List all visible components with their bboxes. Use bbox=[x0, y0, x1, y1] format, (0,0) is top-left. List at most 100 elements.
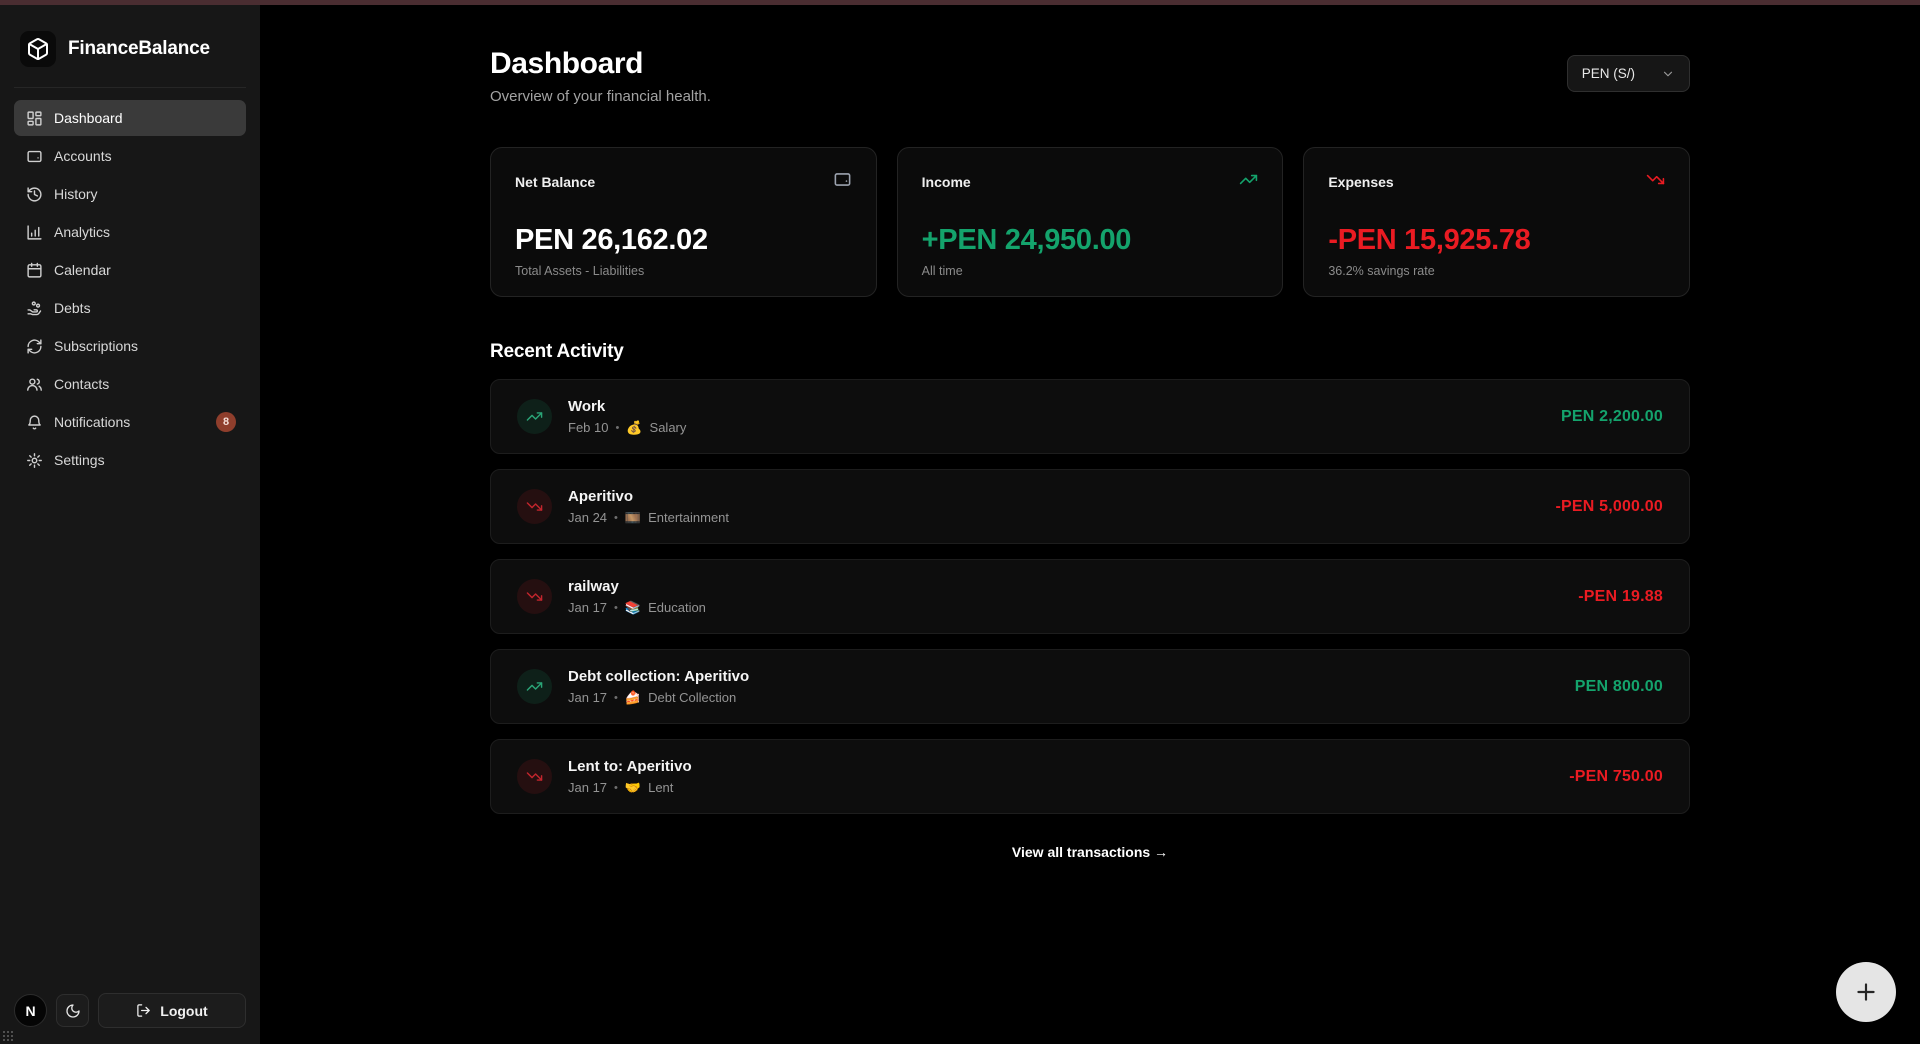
sidebar-item-calendar[interactable]: Calendar bbox=[14, 252, 246, 288]
transaction-row[interactable]: railway Jan 17 • 📚 Education -PEN 19.88 bbox=[490, 559, 1690, 634]
view-all-transactions-link[interactable]: View all transactions → bbox=[1011, 844, 1169, 860]
transaction-amount: -PEN 5,000.00 bbox=[1555, 497, 1663, 515]
transaction-amount: PEN 2,200.00 bbox=[1560, 407, 1663, 425]
notifications-badge: 8 bbox=[216, 412, 236, 432]
dashboard-icon bbox=[26, 110, 43, 127]
wallet-icon bbox=[833, 170, 852, 194]
logout-icon bbox=[136, 1003, 151, 1018]
trending-down-icon bbox=[517, 579, 552, 614]
transaction-amount: PEN 800.00 bbox=[1574, 677, 1663, 695]
history-icon bbox=[26, 186, 43, 203]
sidebar-item-label: Debts bbox=[54, 300, 91, 316]
sidebar-item-dashboard[interactable]: Dashboard bbox=[14, 100, 246, 136]
transaction-title: Lent to: Aperitivo bbox=[568, 757, 692, 775]
category-emoji-icon: 💰 bbox=[626, 419, 643, 435]
currency-selector[interactable]: PEN (S/) bbox=[1566, 55, 1690, 92]
category-emoji-icon: 🍰 bbox=[624, 689, 642, 705]
bell-icon bbox=[26, 414, 43, 431]
sidebar-item-label: Dashboard bbox=[54, 110, 123, 126]
transaction-category: Salary bbox=[649, 420, 687, 435]
transaction-title: Work bbox=[568, 397, 606, 415]
transaction-amount: -PEN 750.00 bbox=[1569, 767, 1663, 785]
sidebar-item-contacts[interactable]: Contacts bbox=[14, 366, 246, 402]
transaction-row[interactable]: Work Feb 10 • 💰 Salary PEN 2,200.00 bbox=[490, 379, 1690, 454]
transaction-date: Jan 17 bbox=[568, 780, 608, 795]
sidebar-item-label: Accounts bbox=[54, 148, 112, 164]
transaction-date: Jan 17 bbox=[568, 600, 608, 615]
category-emoji-icon: 🤝 bbox=[624, 779, 642, 795]
card-label: Expenses bbox=[1328, 174, 1394, 190]
transaction-meta: Jan 17 • 📚 Education bbox=[568, 600, 1562, 616]
avatar[interactable]: N bbox=[14, 994, 47, 1027]
income-card: Income +PEN 24,950.00 All time bbox=[896, 147, 1284, 297]
page-title: Dashboard bbox=[490, 47, 644, 80]
sidebar-item-debts[interactable]: Debts bbox=[14, 290, 246, 326]
page-subtitle: Overview of your financial health. bbox=[490, 88, 711, 105]
trending-down-icon bbox=[517, 489, 552, 524]
card-label: Net Balance bbox=[515, 174, 596, 190]
transaction-row[interactable]: Aperitivo Jan 24 • 🎞️ Entertainment -PEN… bbox=[490, 469, 1690, 544]
transaction-meta: Jan 17 • 🍰 Debt Collection bbox=[568, 690, 1559, 706]
trending-down-icon bbox=[517, 759, 552, 794]
users-icon bbox=[26, 376, 43, 393]
transaction-category: Lent bbox=[648, 780, 674, 795]
transaction-date: Jan 17 bbox=[568, 690, 608, 705]
sidebar-item-subscriptions[interactable]: Subscriptions bbox=[14, 328, 246, 364]
sidebar-item-label: History bbox=[54, 186, 98, 202]
sidebar-item-accounts[interactable]: Accounts bbox=[14, 138, 246, 174]
card-label: Income bbox=[921, 174, 971, 190]
transaction-amount: -PEN 19.88 bbox=[1578, 587, 1663, 605]
sidebar-item-notifications[interactable]: Notifications 8 bbox=[14, 404, 246, 440]
app-title: FinanceBalance bbox=[68, 38, 210, 59]
separator-dot: • bbox=[614, 691, 618, 704]
sidebar-item-label: Calendar bbox=[54, 262, 111, 278]
resize-grip[interactable] bbox=[3, 1031, 15, 1043]
transaction-meta: Jan 24 • 🎞️ Entertainment bbox=[568, 510, 1539, 526]
trending-up-icon bbox=[1239, 170, 1258, 194]
sidebar-nav: Dashboard Accounts History Analytics Cal… bbox=[14, 100, 246, 478]
trending-up-icon bbox=[517, 669, 552, 704]
net-balance-value: PEN 26,162.02 bbox=[515, 224, 708, 256]
category-emoji-icon: 🎞️ bbox=[624, 509, 642, 525]
expenses-value: -PEN 15,925.78 bbox=[1328, 224, 1531, 256]
top-accent-strip bbox=[0, 0, 1920, 5]
net-balance-card: Net Balance PEN 26,162.02 Total Assets -… bbox=[490, 147, 877, 297]
transaction-meta: Jan 17 • 🤝 Lent bbox=[568, 780, 1553, 796]
transaction-category: Education bbox=[648, 600, 706, 615]
sidebar-item-label: Subscriptions bbox=[54, 338, 139, 354]
transaction-title: railway bbox=[568, 577, 619, 595]
summary-cards: Net Balance PEN 26,162.02 Total Assets -… bbox=[490, 147, 1691, 297]
trending-down-icon bbox=[1646, 170, 1665, 194]
sidebar-item-label: Notifications bbox=[54, 414, 131, 430]
sidebar-item-settings[interactable]: Settings bbox=[14, 442, 246, 478]
hand-coins-icon bbox=[26, 300, 43, 317]
card-subtext: 36.2% savings rate bbox=[1328, 264, 1435, 278]
card-subtext: All time bbox=[921, 264, 963, 278]
sidebar-item-label: Analytics bbox=[54, 224, 111, 240]
income-value: +PEN 24,950.00 bbox=[921, 224, 1132, 256]
theme-toggle-button[interactable] bbox=[56, 994, 89, 1027]
transaction-list: Work Feb 10 • 💰 Salary PEN 2,200.00 Aper… bbox=[490, 379, 1690, 814]
logout-button[interactable]: Logout bbox=[98, 993, 246, 1028]
wallet-icon bbox=[26, 148, 43, 165]
refresh-icon bbox=[26, 338, 43, 355]
sidebar-item-analytics[interactable]: Analytics bbox=[14, 214, 246, 250]
logout-label: Logout bbox=[160, 1002, 208, 1019]
add-transaction-button[interactable] bbox=[1836, 962, 1896, 1022]
recent-activity-heading: Recent Activity bbox=[490, 341, 624, 362]
sidebar-item-label: Contacts bbox=[54, 376, 110, 392]
transaction-meta: Feb 10 • 💰 Salary bbox=[568, 420, 1545, 436]
transaction-row[interactable]: Debt collection: Aperitivo Jan 17 • 🍰 De… bbox=[490, 649, 1690, 724]
transaction-date: Feb 10 bbox=[568, 420, 609, 435]
bar-chart-icon bbox=[26, 224, 43, 241]
brand: FinanceBalance bbox=[14, 27, 246, 88]
separator-dot: • bbox=[615, 421, 620, 434]
sidebar-item-history[interactable]: History bbox=[14, 176, 246, 212]
transaction-row[interactable]: Lent to: Aperitivo Jan 17 • 🤝 Lent -PEN … bbox=[490, 739, 1690, 814]
transaction-category: Entertainment bbox=[648, 510, 730, 525]
expenses-card: Expenses -PEN 15,925.78 36.2% savings ra… bbox=[1303, 147, 1691, 297]
sidebar: FinanceBalance Dashboard Accounts Histor… bbox=[0, 5, 260, 1044]
transaction-title: Debt collection: Aperitivo bbox=[568, 667, 750, 685]
currency-selected-value: PEN (S/) bbox=[1581, 66, 1635, 81]
card-subtext: Total Assets - Liabilities bbox=[515, 264, 645, 278]
